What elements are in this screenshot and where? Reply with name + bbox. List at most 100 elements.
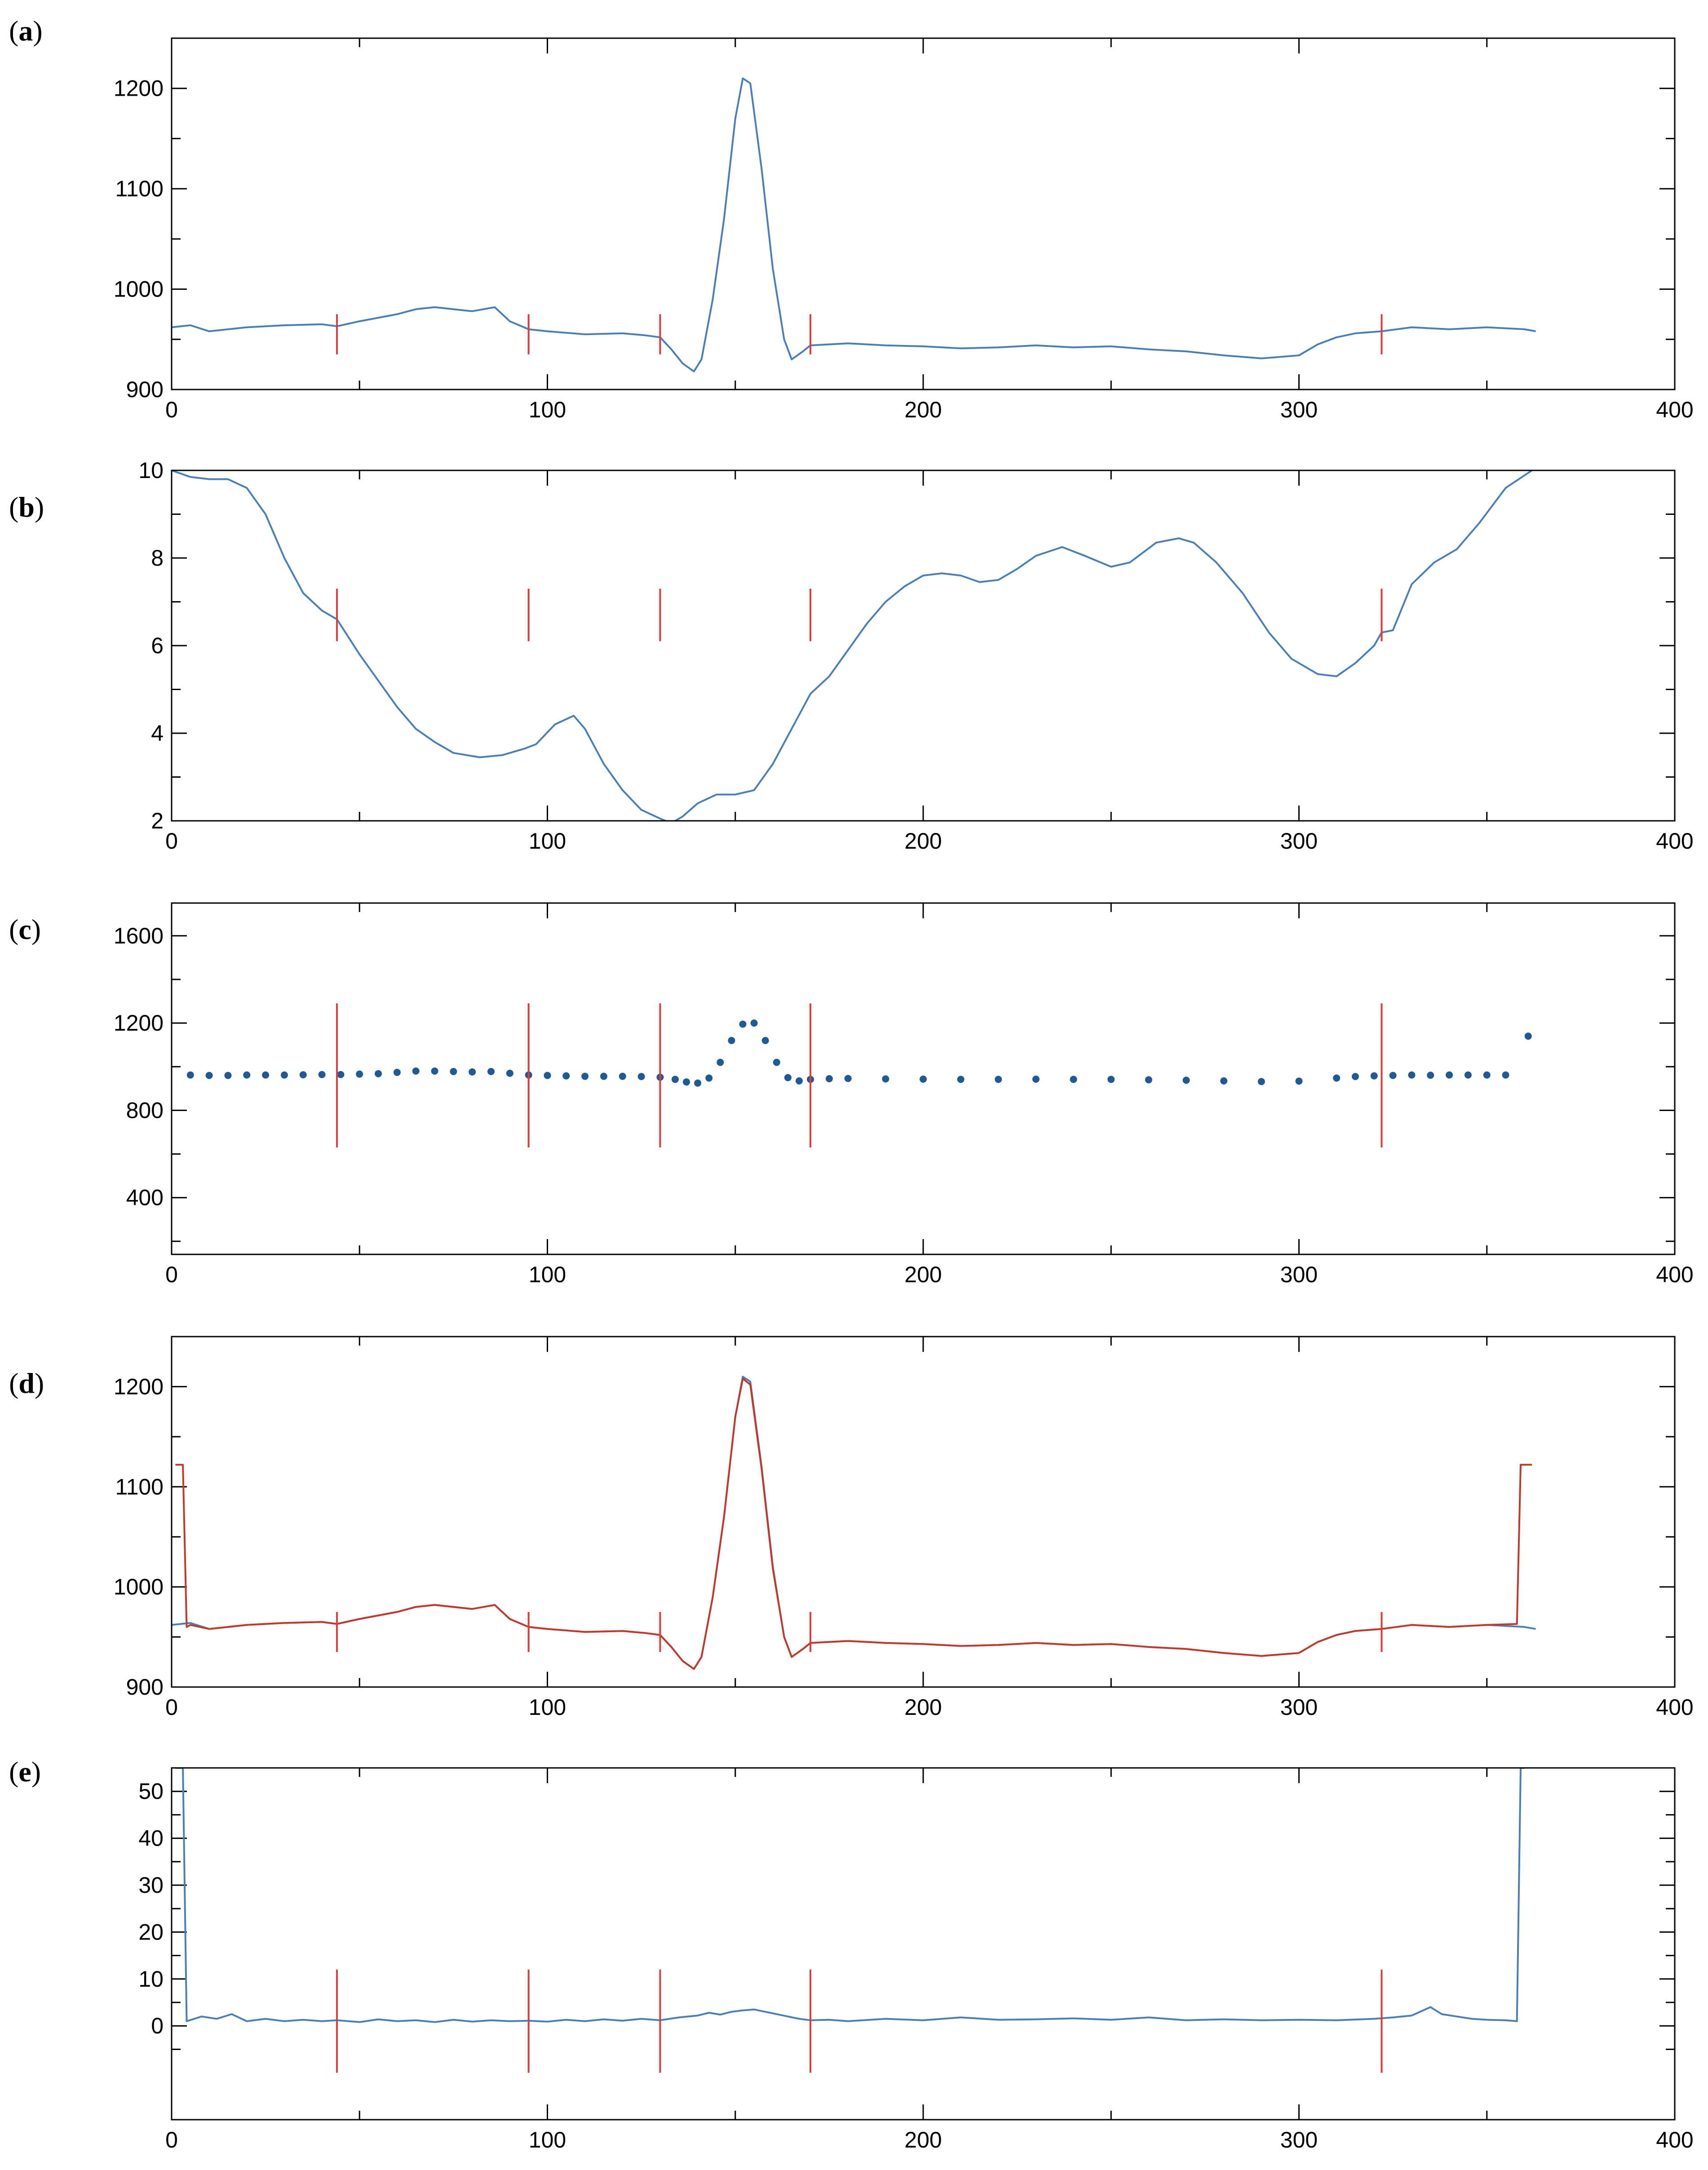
x-tick-label: 100 xyxy=(529,828,566,854)
data-point xyxy=(544,1072,551,1079)
y-tick-label: 0 xyxy=(151,2013,164,2038)
x-tick-label: 200 xyxy=(904,1262,942,1287)
data-point xyxy=(705,1074,713,1082)
data-point xyxy=(694,1079,702,1087)
data-point xyxy=(562,1072,570,1080)
y-tick-label: 900 xyxy=(126,1674,164,1700)
data-point xyxy=(243,1071,251,1079)
y-tick-label: 1100 xyxy=(115,1474,164,1499)
data-point xyxy=(262,1071,270,1079)
data-point xyxy=(318,1071,326,1078)
series-line-signal xyxy=(172,470,1533,821)
y-tick-label: 800 xyxy=(126,1098,164,1123)
data-point xyxy=(1427,1072,1434,1079)
data-point xyxy=(1446,1071,1453,1079)
data-point xyxy=(1145,1076,1152,1084)
y-tick-label: 2 xyxy=(151,808,164,833)
data-point xyxy=(1220,1077,1228,1085)
x-tick-label: 400 xyxy=(1656,2127,1693,2152)
data-point xyxy=(375,1070,382,1077)
x-tick-label: 0 xyxy=(165,828,178,854)
data-point xyxy=(728,1037,735,1044)
x-tick-label: 300 xyxy=(1280,1695,1318,1720)
data-point xyxy=(844,1075,852,1082)
x-tick-label: 100 xyxy=(529,1262,566,1287)
data-point xyxy=(205,1072,213,1079)
y-tick-label: 1100 xyxy=(115,176,164,201)
y-tick-label: 20 xyxy=(138,1919,164,1944)
y-tick-label: 400 xyxy=(126,1185,164,1210)
panel-label-c: (c) xyxy=(9,913,41,945)
y-tick-label: 10 xyxy=(138,458,164,483)
data-point xyxy=(750,1019,758,1027)
data-point xyxy=(637,1073,645,1081)
panel-e: (e) 0 100 200 300 400 0 10 20 30 40 50 xyxy=(9,1756,1694,2152)
data-point xyxy=(1502,1071,1509,1079)
data-point xyxy=(1524,1032,1532,1040)
data-point xyxy=(761,1037,769,1044)
data-point xyxy=(795,1077,803,1085)
data-point xyxy=(957,1076,965,1083)
x-tick-label: 300 xyxy=(1280,1262,1318,1287)
x-tick-label: 0 xyxy=(165,2127,178,2152)
data-point xyxy=(600,1072,607,1080)
data-point xyxy=(671,1076,679,1083)
data-point xyxy=(280,1071,288,1079)
data-point xyxy=(299,1071,307,1079)
x-tick-label: 400 xyxy=(1656,1695,1693,1720)
x-tick-label: 400 xyxy=(1656,397,1693,422)
data-point xyxy=(683,1078,690,1086)
x-tick-label: 400 xyxy=(1656,1262,1693,1287)
plot-area xyxy=(172,77,1536,372)
x-tick-label: 400 xyxy=(1656,828,1693,854)
data-point xyxy=(1295,1077,1303,1085)
data-point xyxy=(825,1075,833,1082)
panel-label-d: (d) xyxy=(9,1367,44,1399)
data-point xyxy=(1333,1074,1341,1082)
y-tick-label: 1200 xyxy=(114,1374,164,1399)
x-tick-label: 100 xyxy=(529,397,566,422)
data-point xyxy=(224,1072,232,1079)
series-line-signal xyxy=(172,1376,1536,1670)
y-tick-label: 10 xyxy=(138,1966,164,1992)
data-point xyxy=(1107,1076,1115,1083)
plot-area xyxy=(172,1376,1536,1670)
data-point xyxy=(882,1075,889,1083)
data-point xyxy=(717,1058,724,1066)
x-tick-label: 300 xyxy=(1280,397,1318,422)
data-point xyxy=(469,1068,476,1076)
data-point xyxy=(995,1076,1002,1083)
y-tick-label: 6 xyxy=(151,633,164,658)
data-point xyxy=(784,1074,792,1081)
plot-area xyxy=(186,1003,1532,1147)
y-tick-label: 30 xyxy=(138,1873,164,1898)
x-tick-label: 0 xyxy=(165,1262,178,1287)
x-tick-label: 0 xyxy=(165,397,178,422)
y-tick-label: 1000 xyxy=(114,277,164,302)
x-tick-label: 300 xyxy=(1280,828,1318,854)
data-point xyxy=(1408,1071,1416,1079)
data-point xyxy=(393,1068,401,1076)
x-tick-label: 100 xyxy=(529,2127,566,2152)
data-point xyxy=(581,1072,589,1080)
panel-label-b: (b) xyxy=(9,491,44,523)
data-point xyxy=(619,1072,626,1080)
panel-c: (c) 0 100 200 300 400 400 800 1200 1600 xyxy=(9,902,1694,1287)
series-line-residual xyxy=(175,1768,1525,2023)
x-tick-label: 200 xyxy=(904,828,942,854)
y-tick-label: 40 xyxy=(138,1826,164,1851)
series-line-signal xyxy=(172,77,1536,372)
y-tick-label: 4 xyxy=(151,721,164,746)
x-tick-label: 300 xyxy=(1280,2127,1318,2152)
data-point xyxy=(431,1067,438,1075)
plot-area xyxy=(175,1768,1525,2073)
data-point xyxy=(739,1020,747,1028)
data-point xyxy=(1257,1078,1265,1085)
panel-label-e: (e) xyxy=(9,1756,41,1788)
panel-a: (a) 0 100 200 300 400 900 1000 1100 1200 xyxy=(9,15,1694,422)
x-tick-label: 0 xyxy=(165,1695,178,1720)
axes-frame xyxy=(171,469,1676,822)
axes-frame xyxy=(171,902,1676,1255)
y-tick-label: 1200 xyxy=(114,1010,164,1036)
